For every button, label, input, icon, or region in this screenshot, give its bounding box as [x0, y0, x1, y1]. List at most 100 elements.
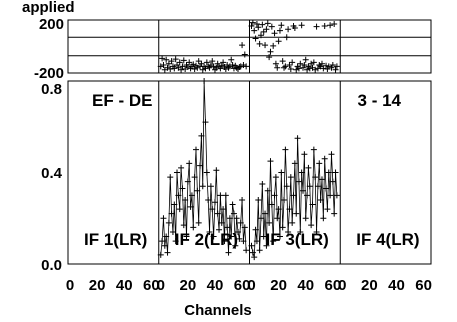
phase-point [255, 24, 262, 31]
phase-point [293, 66, 300, 73]
amplitude-point [285, 228, 292, 235]
phase-point [184, 64, 191, 71]
amplitude-point [266, 219, 273, 226]
amplitude-point [272, 174, 279, 181]
phase-point [259, 21, 266, 28]
amplitude-line [251, 138, 338, 258]
x-tick-label: 20 [361, 277, 378, 294]
phase-point [308, 60, 315, 67]
amplitude-point [267, 158, 274, 165]
amplitude-point [160, 215, 167, 222]
amplitude-point [304, 192, 311, 199]
phase-ytick-top: 200 [39, 16, 64, 33]
phase-point [327, 22, 334, 29]
amplitude-point [163, 233, 170, 240]
phase-point [248, 22, 255, 29]
amplitude-point [198, 132, 205, 139]
amplitude-point [290, 192, 297, 199]
phase-point [300, 64, 307, 71]
x-tick-label: 40 [297, 277, 314, 294]
phase-point [281, 64, 288, 71]
amplitude-point [310, 146, 317, 153]
x-tick-label: 0 [338, 277, 346, 294]
amplitude-point [187, 203, 194, 210]
phase-point [325, 63, 332, 70]
amplitude-point [291, 160, 298, 167]
amplitude-point [279, 224, 286, 231]
phase-point [198, 60, 205, 67]
amplitude-point [306, 183, 313, 190]
phase-point [225, 64, 232, 71]
amplitude-point [168, 210, 175, 217]
amplitude-point [281, 196, 288, 203]
amplitude-point [180, 222, 187, 229]
x-tick-label: 20 [180, 277, 197, 294]
baseline-label: EF - DE [92, 91, 152, 110]
phase-panel: 200 -200 [34, 16, 432, 82]
amplitude-point [164, 249, 171, 256]
phase-point [302, 56, 309, 63]
phase-point [179, 63, 186, 70]
amplitude-point [235, 228, 242, 235]
phase-point [176, 59, 183, 66]
amplitude-point [275, 206, 282, 213]
phase-point [190, 61, 197, 68]
amplitude-point [327, 192, 334, 199]
amplitude-point [186, 160, 193, 167]
phase-point [186, 59, 193, 66]
phase-point [207, 62, 214, 69]
phase-point [310, 59, 317, 66]
x-tick-label: 0 [247, 277, 255, 294]
amplitude-point [295, 178, 302, 185]
amplitude-point [294, 135, 301, 142]
amplitude-point [207, 183, 214, 190]
phase-point [266, 54, 273, 61]
phase-point [282, 63, 289, 70]
amplitude-point [239, 196, 246, 203]
scan-label: 3 - 14 [358, 91, 402, 110]
amplitude-point [165, 219, 172, 226]
amplitude-point [206, 228, 213, 235]
amplitude-point [190, 224, 197, 231]
amplitude-point [259, 180, 266, 187]
phase-point [270, 42, 277, 49]
amplitude-point [276, 233, 283, 240]
phase-point [239, 42, 246, 49]
amplitude-point [178, 164, 185, 171]
phase-point [286, 62, 293, 69]
amplitude-point [324, 206, 331, 213]
phase-point [289, 59, 296, 66]
phase-point [236, 64, 243, 71]
amplitude-point [264, 187, 271, 194]
amplitude-point [298, 169, 305, 176]
amplitude-point [332, 169, 339, 176]
amplitude-point [172, 238, 179, 245]
amplitude-point [171, 201, 178, 208]
phase-point [316, 62, 323, 69]
amplitude-point [301, 151, 308, 158]
x-tick-label: 60 [324, 277, 341, 294]
amplitude-point [325, 169, 332, 176]
phase-point [287, 66, 294, 73]
phase-point [210, 63, 217, 70]
phase-point [230, 65, 237, 72]
amplitude-point [309, 201, 316, 208]
amplitude-point [195, 219, 202, 226]
amplitude-point [202, 119, 209, 126]
amplitude-point [256, 247, 263, 254]
data-traces [157, 19, 340, 261]
phase-point [253, 20, 260, 27]
phase-point [199, 66, 206, 73]
phase-point [313, 23, 320, 30]
chart-title: applied [22, 0, 75, 16]
x-tick-labels: 0 20 40 600 20 40 600 20 40 600 20 40 60 [66, 277, 432, 294]
phase-point [304, 66, 311, 73]
if-label: IF 1(LR) [84, 230, 147, 249]
phase-point [320, 65, 327, 72]
amplitude-point [313, 228, 320, 235]
amplitude-point [230, 210, 237, 217]
phase-point [298, 22, 305, 29]
phase-point [209, 58, 216, 65]
amplitude-point [237, 219, 244, 226]
phase-point [160, 62, 167, 69]
